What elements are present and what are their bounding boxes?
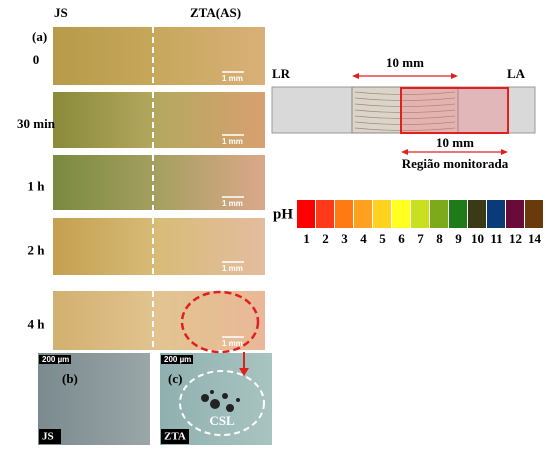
ph-swatch (468, 200, 486, 228)
monitored-region (400, 87, 509, 134)
caption: Região monitorada (402, 156, 509, 171)
ph-value: 3 (341, 231, 348, 246)
tag-box (39, 429, 61, 444)
tag-box (161, 429, 189, 444)
scale-label: 200 µm (164, 355, 191, 364)
panel-label: (b) (62, 371, 78, 386)
arrow-head (239, 368, 249, 376)
ph-value: 10 (471, 231, 484, 246)
time-label: 2 h (28, 242, 46, 257)
photo (53, 155, 265, 210)
photo (53, 218, 265, 275)
column-label: ZTA(AS) (190, 5, 241, 20)
scale-label: 1 mm (222, 199, 243, 208)
ph-value: 2 (322, 231, 329, 246)
photo (53, 27, 265, 85)
ph-swatch (373, 200, 391, 228)
ph-swatch (354, 200, 372, 228)
tag: JS (42, 431, 54, 443)
ph-swatch (316, 200, 334, 228)
column-label: JS (54, 5, 68, 20)
scale-label: 1 mm (222, 74, 243, 83)
ph-swatch (411, 200, 429, 228)
ph-swatch (487, 200, 505, 228)
ph-label: pH (273, 206, 293, 222)
ph-swatch (297, 200, 315, 228)
annotation: CSL (209, 413, 235, 428)
ph-swatch (392, 200, 410, 228)
highlight (180, 290, 260, 354)
side-label: LR (272, 66, 291, 81)
photo (53, 92, 265, 148)
time-label: 4 h (28, 316, 46, 331)
ph-swatch (525, 200, 543, 228)
time-label: 30 min (17, 116, 56, 131)
photo-rows: 1 mm 0 1 mm 30 min 1 mm 1 h 1 mm 2 h 1 mm 4 h (17, 27, 265, 350)
panel-label: (a) (32, 29, 47, 44)
scale-box (161, 355, 193, 364)
ph-value: 1 (303, 231, 310, 246)
scale-label: 1 mm (222, 264, 243, 273)
side-label: LA (507, 66, 526, 81)
scale-label: 1 mm (222, 339, 243, 348)
ph-value: 5 (379, 231, 386, 246)
scale-label: 1 mm (222, 137, 243, 146)
ph-swatch (430, 200, 448, 228)
csl-outline (179, 370, 265, 436)
scale-label: 200 µm (42, 355, 69, 364)
ph-value: 4 (360, 231, 367, 246)
weld-lines (354, 91, 456, 131)
ph-scale: 1 2 3 4 5 6 7 8 9 10 11 12 14 (297, 200, 543, 246)
ph-value: 6 (398, 231, 405, 246)
ph-swatch (449, 200, 467, 228)
ph-swatch (506, 200, 524, 228)
ph-value: 7 (417, 231, 424, 246)
panel-label: (c) (168, 371, 182, 386)
ph-value: 14 (528, 231, 542, 246)
photo (53, 291, 265, 350)
scale-box (39, 355, 71, 364)
pits (201, 390, 240, 412)
dimension: 10 mm (386, 55, 424, 70)
ph-value: 12 (509, 231, 522, 246)
tag: ZTA (164, 431, 186, 443)
ph-value: 9 (455, 231, 462, 246)
time-label: 0 (33, 52, 40, 67)
ph-value: 8 (436, 231, 443, 246)
dimension: 10 mm (436, 135, 474, 150)
ph-value: 11 (490, 231, 502, 246)
time-label: 1 h (28, 178, 46, 193)
ph-swatch (335, 200, 353, 228)
